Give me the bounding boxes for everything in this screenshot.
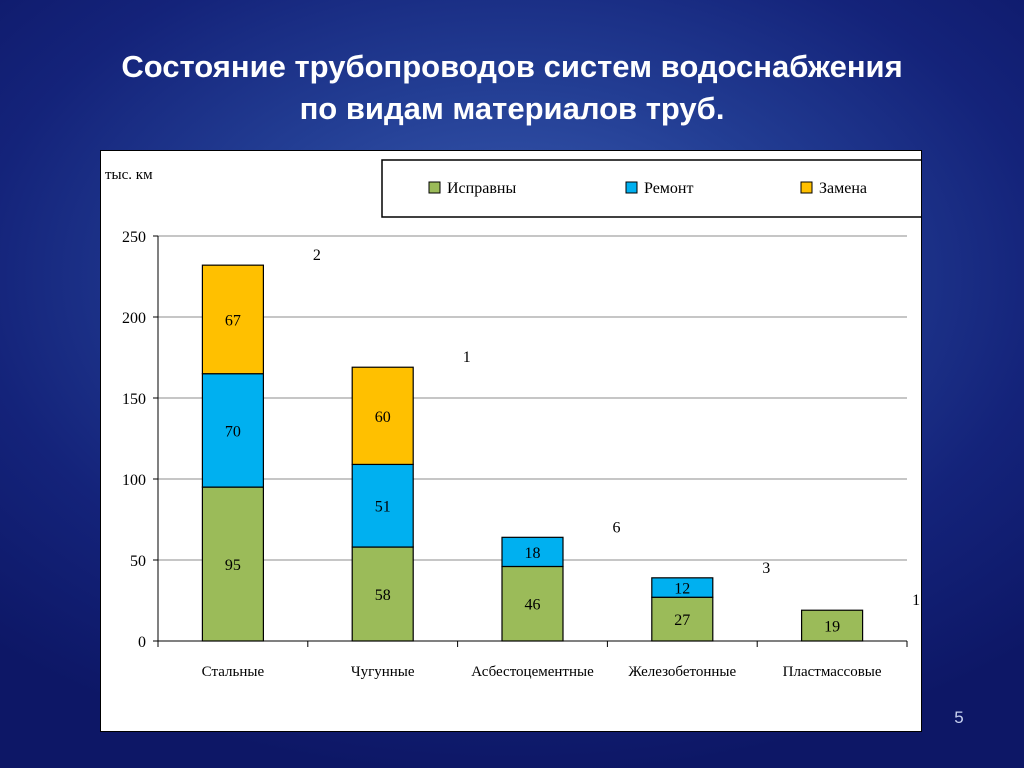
y-tick-label: 150 [122, 391, 146, 408]
x-tick-label: Чугунные [351, 664, 415, 680]
bar-segment [201, 264, 265, 375]
x-tick-label: Железобетонные [628, 664, 736, 680]
y-tick-label: 200 [122, 310, 146, 327]
bar-annotation: 1 [463, 349, 471, 366]
legend-swatch [625, 181, 638, 194]
data-label: 51 [375, 499, 391, 516]
data-label: 12 [674, 581, 690, 598]
bar-annotation: 3 [762, 560, 770, 577]
y-tick-label: 50 [130, 553, 146, 570]
x-tick-label: Стальные [202, 664, 265, 680]
bar-segment [351, 463, 414, 548]
data-label: 19 [824, 619, 840, 636]
legend-label: Ремонт [644, 180, 693, 197]
bar-segment [651, 577, 714, 598]
bar-annotation: 1 [912, 592, 920, 609]
x-tick-label: Асбестоцементные [471, 664, 594, 680]
legend-swatch [800, 181, 813, 194]
data-label: 67 [225, 312, 241, 329]
slide-title-line-1: Состояние трубопроводов систем водоснабж… [121, 49, 903, 84]
y-tick-label: 0 [138, 634, 146, 651]
legend-box [381, 159, 928, 218]
data-label: 60 [375, 409, 391, 426]
bar-segment [201, 373, 265, 488]
page-number: 5 [954, 708, 964, 727]
stacked-bar-chart: 0 50 100 150 200 250 тыс. км 95 70 67 2 Стальные 58 5… [105, 159, 928, 680]
bar-segment [351, 546, 414, 642]
data-label: 70 [225, 423, 241, 440]
bar-segment [351, 366, 414, 466]
x-tick-label: Пластмассовые [783, 664, 882, 680]
legend-swatch [428, 181, 441, 194]
y-axis-label: тыс. км [105, 167, 153, 183]
data-label: 46 [525, 597, 541, 614]
legend-label: Замена [819, 180, 867, 197]
data-label: 18 [525, 545, 541, 562]
bar-annotation: 2 [313, 247, 321, 264]
data-label: 58 [375, 587, 391, 604]
y-tick-label: 250 [122, 229, 146, 246]
y-tick-label: 100 [122, 472, 146, 489]
bar-segment [800, 609, 864, 642]
bar-segment [501, 565, 564, 642]
chart-panel: 0 50 100 150 200 250 тыс. км 95 70 67 2 Стальные 58 5… [100, 150, 928, 732]
slide-title-line-2: по видам материалов труб. [299, 91, 725, 126]
slide-title: Состояние трубопроводов систем водоснабж… [40, 46, 984, 130]
bar-segment [501, 536, 564, 568]
data-label: 27 [674, 612, 690, 629]
legend-label: Исправны [447, 180, 516, 197]
data-label: 95 [225, 557, 241, 574]
bar-annotation: 6 [613, 519, 621, 536]
